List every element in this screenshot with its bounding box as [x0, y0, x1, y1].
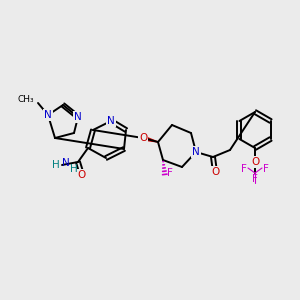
Polygon shape — [142, 136, 158, 142]
Text: F: F — [263, 164, 269, 174]
Text: N: N — [62, 158, 70, 168]
Text: O: O — [139, 133, 147, 143]
Text: O: O — [251, 157, 259, 167]
Text: F: F — [241, 164, 247, 174]
Text: N: N — [192, 147, 200, 157]
Text: O: O — [211, 167, 219, 177]
Text: N: N — [107, 116, 115, 126]
Text: H: H — [52, 160, 60, 170]
Text: F: F — [167, 168, 173, 178]
Text: N: N — [74, 112, 82, 122]
Text: O: O — [78, 170, 86, 180]
Text: N: N — [44, 110, 52, 120]
Text: H: H — [70, 164, 78, 174]
Text: F: F — [252, 174, 258, 184]
Text: CH₃: CH₃ — [17, 95, 34, 104]
